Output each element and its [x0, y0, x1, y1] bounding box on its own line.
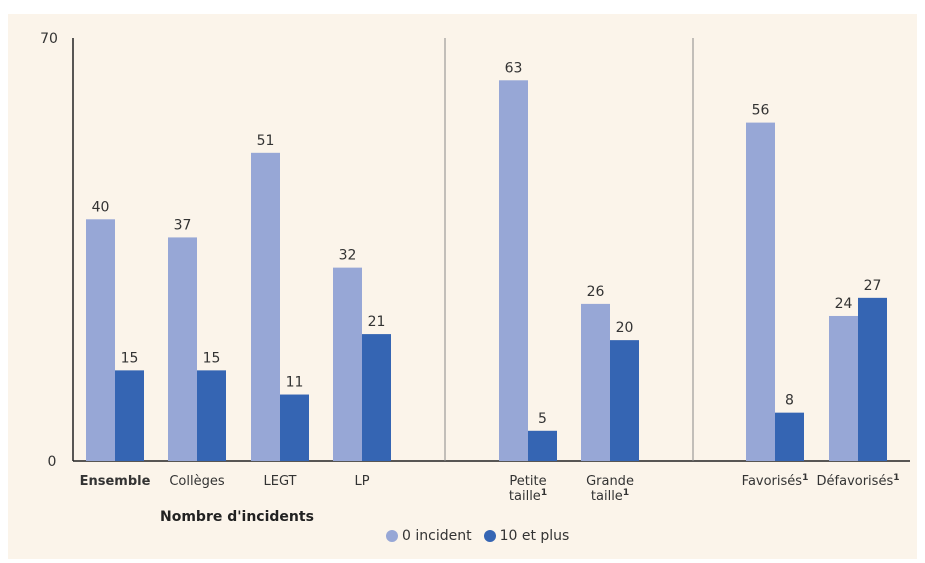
value-label-1-6: 8 [785, 393, 794, 409]
bar-zero-incident-0 [86, 219, 115, 461]
bar-ten-plus-4 [528, 430, 557, 461]
value-label-1-7: 27 [864, 278, 882, 294]
legend-swatch-10-et-plus [483, 530, 496, 542]
category-label-7: Défavorisés1 [817, 473, 900, 489]
y-tick-label-70: 70 [40, 31, 58, 47]
category-label-0: Ensemble [80, 474, 151, 489]
category-label-3: LP [354, 474, 369, 489]
legend-item-0-incident: 0 incident [386, 528, 472, 544]
value-label-0-2: 51 [257, 133, 275, 149]
value-label-0-0: 40 [92, 199, 110, 215]
bar-zero-incident-2 [251, 152, 280, 462]
bar-ten-plus-0 [115, 370, 144, 461]
y-tick-label-0: 0 [48, 454, 57, 470]
category-label-4-line2: taille1 [509, 488, 547, 504]
bar-ten-plus-6 [775, 412, 804, 461]
value-label-0-7: 24 [835, 296, 853, 312]
bar-ten-plus-7 [858, 297, 887, 461]
bar-zero-incident-3 [333, 267, 362, 461]
bar-ten-plus-3 [362, 334, 391, 461]
category-label-2: LEGT [263, 474, 296, 489]
value-label-1-3: 21 [368, 314, 386, 330]
bar-zero-incident-6 [746, 122, 775, 461]
category-label-4: Petite [509, 474, 546, 489]
value-label-1-1: 15 [203, 350, 221, 366]
value-label-1-5: 20 [616, 320, 634, 336]
bar-ten-plus-2 [280, 394, 309, 461]
category-label-5: Grande [586, 474, 634, 489]
category-label-5-line2: taille1 [591, 488, 629, 504]
legend-label-10-et-plus: 10 et plus [499, 528, 570, 544]
legend-swatch-0-incident [386, 530, 398, 542]
x-axis-title: Nombre d'incidents [160, 509, 314, 525]
category-label-1: Collèges [169, 474, 225, 489]
legend-item-10-et-plus: 10 et plus [483, 528, 570, 544]
bar-zero-incident-5 [581, 303, 610, 461]
legend-label-0-incident: 0 incident [402, 528, 472, 544]
value-label-0-5: 26 [587, 284, 605, 300]
value-label-0-1: 37 [174, 217, 192, 233]
value-label-0-4: 63 [505, 60, 523, 76]
value-label-1-2: 11 [286, 375, 304, 391]
value-label-1-0: 15 [121, 350, 139, 366]
bar-ten-plus-5 [610, 340, 639, 461]
value-label-1-4: 5 [538, 411, 547, 427]
bar-zero-incident-4 [499, 80, 528, 462]
bar-ten-plus-1 [197, 370, 226, 461]
clipped-title-strip [160, 0, 760, 6]
category-label-6: Favorisés1 [742, 473, 809, 489]
value-label-0-6: 56 [752, 103, 770, 119]
bar-zero-incident-7 [829, 315, 858, 461]
value-label-0-3: 32 [339, 248, 357, 264]
legend: 0 incident 10 et plus [386, 528, 575, 544]
bar-zero-incident-1 [168, 237, 197, 461]
